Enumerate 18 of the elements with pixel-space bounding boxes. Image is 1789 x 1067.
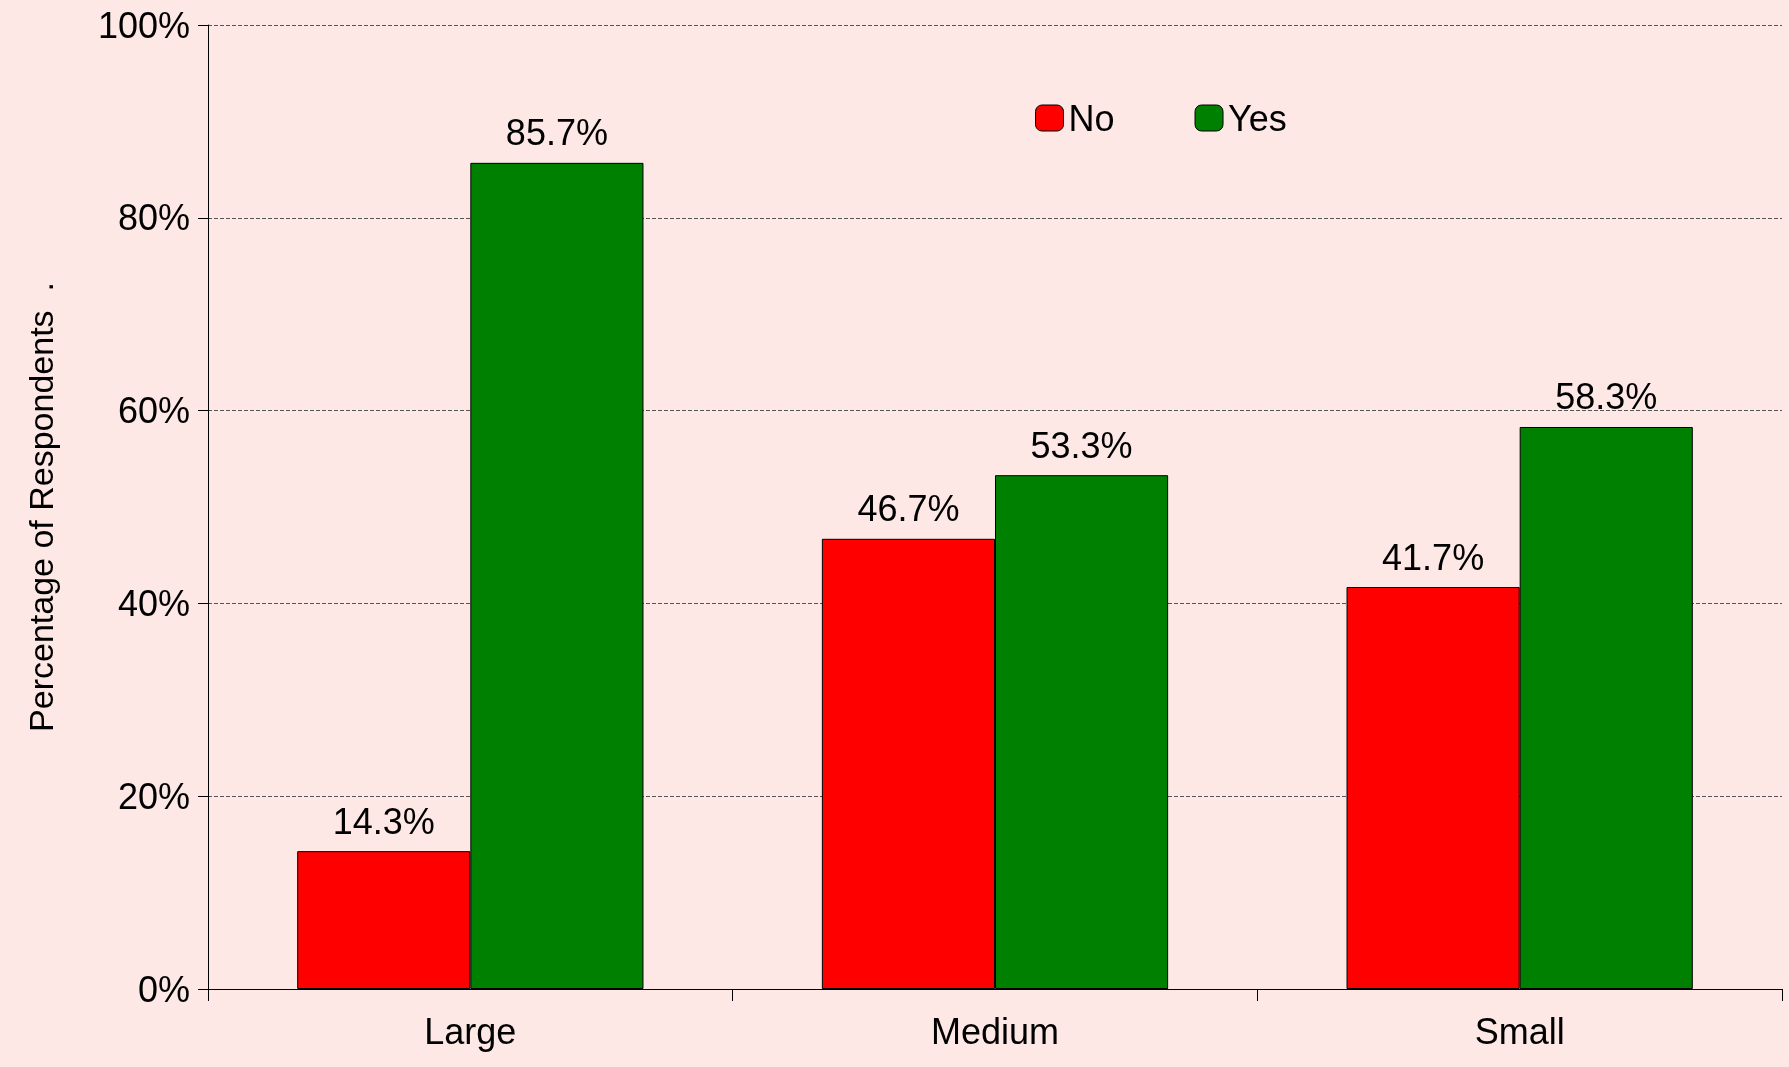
data-label: 41.7% [1382,536,1485,578]
x-tick-label: Small [1474,1010,1565,1052]
y-tick-label: 60% [117,390,190,432]
x-tick-label: Large [424,1010,517,1052]
y-axis-title: Percentage of Respondents . [22,282,60,732]
x-tick-label: Medium [930,1010,1060,1052]
data-label: 58.3% [1555,376,1658,418]
y-tick-label: 40% [117,582,190,624]
legend-label: No [1068,97,1115,139]
y-tick-label: 80% [117,197,190,239]
data-label: 46.7% [857,488,960,530]
y-tick-label: 100% [97,4,190,46]
data-label: 85.7% [505,112,608,154]
data-label: 14.3% [332,800,435,842]
data-label: 53.3% [1030,424,1133,466]
y-tick-label: 0% [137,968,190,1010]
legend-label: Yes [1228,97,1287,139]
y-tick-label: 20% [117,775,190,817]
